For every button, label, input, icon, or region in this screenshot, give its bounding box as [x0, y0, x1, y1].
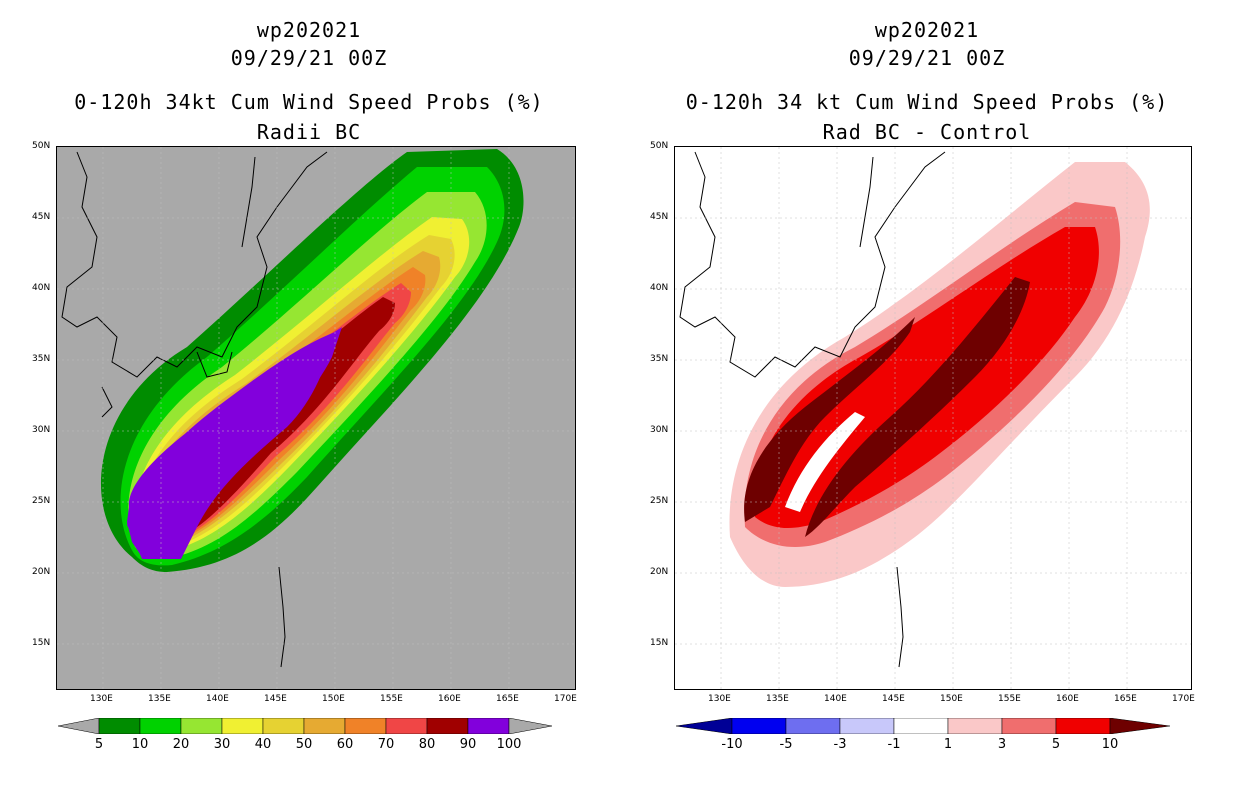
right-cbar-label-minus10: -10 — [721, 737, 743, 752]
left-cbar-label-100: 100 — [496, 737, 522, 752]
right-title-date: 09/29/21 00Z — [848, 46, 1006, 70]
right-cbar-label-minus1: -1 — [887, 737, 901, 752]
right-lat-label-40n: 40N — [650, 283, 669, 293]
right-panel: wp202021 09/29/21 00Z 0-120h 34 kt Cum W… — [618, 0, 1236, 800]
left-map — [56, 146, 576, 690]
right-lon-label-150e: 150E — [940, 694, 963, 704]
left-title-storm: wp202021 — [256, 18, 362, 42]
right-lat-label-20n: 20N — [650, 567, 669, 577]
lon-label-150e: 150E — [322, 694, 345, 704]
right-lon-label-165e: 165E — [1114, 694, 1137, 704]
left-title-variant: Radii BC — [256, 120, 362, 144]
right-cbar-label-minus3: -3 — [833, 737, 847, 752]
left-cbar-label-90: 90 — [459, 737, 477, 752]
right-lon-label-135e: 135E — [766, 694, 789, 704]
coastline — [61, 151, 328, 378]
right-lon-label-155e: 155E — [998, 694, 1021, 704]
lon-label-170e: 170E — [554, 694, 577, 704]
right-title-storm: wp202021 — [874, 18, 980, 42]
left-panel: wp202021 09/29/21 00Z 0-120h 34kt Cum Wi… — [32, 18, 577, 752]
lon-label-130e: 130E — [90, 694, 113, 704]
lon-label-135e: 135E — [148, 694, 171, 704]
right-cbar-label-10: 10 — [1101, 737, 1119, 752]
left-cbar-label-10: 10 — [131, 737, 149, 752]
lat-label-20n: 20N — [32, 567, 51, 577]
right-cbar-label-minus5: -5 — [779, 737, 793, 752]
right-lon-label-130e: 130E — [708, 694, 731, 704]
lat-label-45n: 45N — [32, 212, 51, 222]
lat-label-40n: 40N — [32, 283, 51, 293]
lon-label-155e: 155E — [380, 694, 403, 704]
left-cbar-label-60: 60 — [336, 737, 354, 752]
left-cbar-label-70: 70 — [377, 737, 395, 752]
left-cbar-label-40: 40 — [254, 737, 272, 752]
right-colorbar — [676, 718, 1170, 734]
right-lat-label-25n: 25N — [650, 496, 669, 506]
right-lon-label-145e: 145E — [882, 694, 905, 704]
diff-band-10a — [744, 317, 915, 522]
right-title-variant: Rad BC - Control — [822, 120, 1032, 144]
left-cbar-label-20: 20 — [172, 737, 190, 752]
left-cbar-label-30: 30 — [213, 737, 231, 752]
lon-label-165e: 165E — [496, 694, 519, 704]
lat-label-25n: 25N — [32, 496, 51, 506]
lat-label-35n: 35N — [32, 354, 51, 364]
lon-label-140e: 140E — [206, 694, 229, 704]
left-colorbar — [58, 718, 552, 734]
left-cbar-label-50: 50 — [295, 737, 313, 752]
left-cbar-label-80: 80 — [418, 737, 436, 752]
left-cbar-label-5: 5 — [94, 737, 104, 752]
left-title-date: 09/29/21 00Z — [230, 46, 388, 70]
lat-label-50n: 50N — [32, 141, 51, 151]
right-lat-label-15n: 15N — [650, 638, 669, 648]
right-lat-label-45n: 45N — [650, 212, 669, 222]
right-lat-label-35n: 35N — [650, 354, 669, 364]
right-cbar-label-5: 5 — [1051, 737, 1061, 752]
lat-label-15n: 15N — [32, 638, 51, 648]
right-map — [674, 146, 1192, 690]
right-lat-label-30n: 30N — [650, 425, 669, 435]
right-lon-label-140e: 140E — [824, 694, 847, 704]
coastline-right — [679, 151, 946, 378]
right-lon-label-170e: 170E — [1172, 694, 1195, 704]
right-lon-label-160e: 160E — [1056, 694, 1079, 704]
right-title-product: 0-120h 34 kt Cum Wind Speed Probs (%) — [685, 90, 1169, 114]
lon-label-160e: 160E — [438, 694, 461, 704]
right-cbar-label-3: 3 — [997, 737, 1007, 752]
right-lat-label-50n: 50N — [650, 141, 669, 151]
lat-label-30n: 30N — [32, 425, 51, 435]
lon-label-145e: 145E — [264, 694, 287, 704]
right-cbar-label-1: 1 — [943, 737, 953, 752]
diff-band-10b — [805, 277, 1030, 537]
left-title-product: 0-120h 34kt Cum Wind Speed Probs (%) — [74, 90, 544, 114]
